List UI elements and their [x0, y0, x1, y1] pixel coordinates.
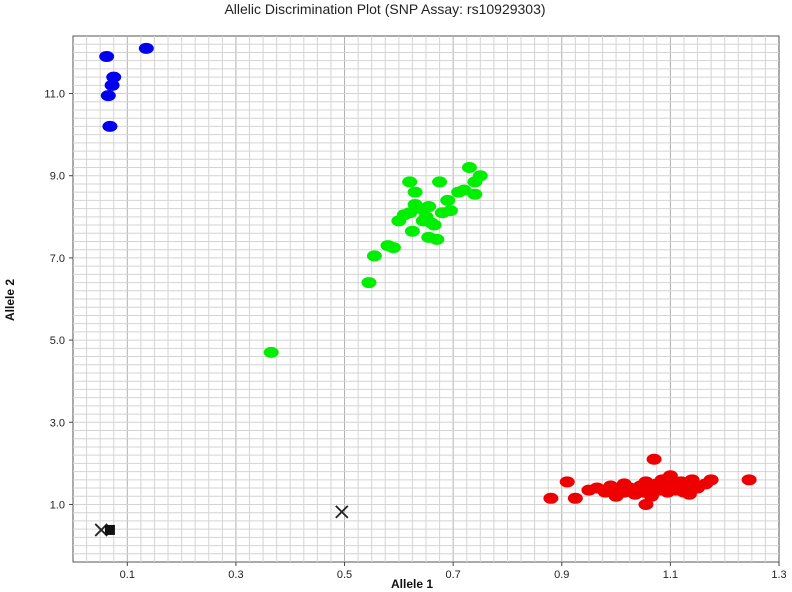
y-tick-label: 1.0	[50, 499, 65, 511]
x-tick-label: 0.3	[228, 569, 243, 581]
data-point	[361, 277, 377, 289]
data-point	[366, 250, 382, 262]
y-tick-label: 5.0	[50, 335, 65, 347]
data-point	[106, 71, 122, 83]
data-point	[741, 474, 757, 486]
data-point	[263, 346, 279, 358]
y-axis-ticks: 1.0 3.0 5.0 7.0 9.0 11.0	[44, 89, 73, 511]
x-tick-label: 0.1	[120, 569, 135, 581]
x-tick-label: 1.3	[771, 569, 786, 581]
data-point	[421, 231, 437, 243]
data-point	[703, 474, 719, 486]
chart-title: Allelic Discrimination Plot (SNP Assay: …	[224, 1, 545, 17]
data-point	[404, 225, 420, 237]
data-point	[102, 120, 118, 132]
data-point	[646, 480, 662, 492]
data-point	[138, 42, 154, 54]
data-point	[638, 498, 654, 510]
data-point	[646, 453, 662, 465]
data-point	[616, 478, 632, 490]
data-point	[440, 194, 456, 206]
data-point	[630, 484, 646, 496]
data-point	[385, 242, 401, 254]
y-tick-label: 3.0	[50, 417, 65, 429]
data-point	[104, 79, 120, 91]
x-axis-ticks: 0.1 0.3 0.5 0.7 0.9 1.1 1.3	[120, 562, 787, 581]
y-tick-label: 7.0	[50, 253, 65, 265]
y-axis-label: Allele 2	[3, 279, 17, 321]
data-point	[99, 51, 115, 63]
data-point	[407, 186, 423, 198]
data-point	[543, 492, 559, 504]
data-point	[472, 170, 488, 182]
x-tick-label: 0.9	[554, 569, 569, 581]
y-tick-label: 11.0	[44, 89, 65, 101]
data-point	[421, 201, 437, 213]
y-tick-label: 9.0	[50, 171, 65, 183]
data-point	[426, 219, 442, 231]
no-amplification-marker	[335, 505, 349, 519]
data-point	[434, 207, 450, 219]
no-template-control-marker	[104, 524, 115, 535]
data-point	[402, 176, 418, 188]
data-point	[100, 90, 116, 102]
data-point	[467, 188, 483, 200]
data-point	[461, 162, 477, 173]
x-axis-label: Allele 1	[391, 577, 433, 591]
data-point	[559, 476, 575, 488]
x-tick-label: 0.5	[337, 569, 352, 581]
data-points	[94, 42, 757, 537]
x-tick-label: 1.1	[663, 569, 678, 581]
data-point	[432, 176, 448, 188]
data-point	[684, 474, 700, 486]
data-point	[567, 492, 583, 504]
x-tick-label: 0.7	[446, 569, 461, 581]
data-point	[668, 476, 684, 488]
data-point	[681, 488, 697, 500]
